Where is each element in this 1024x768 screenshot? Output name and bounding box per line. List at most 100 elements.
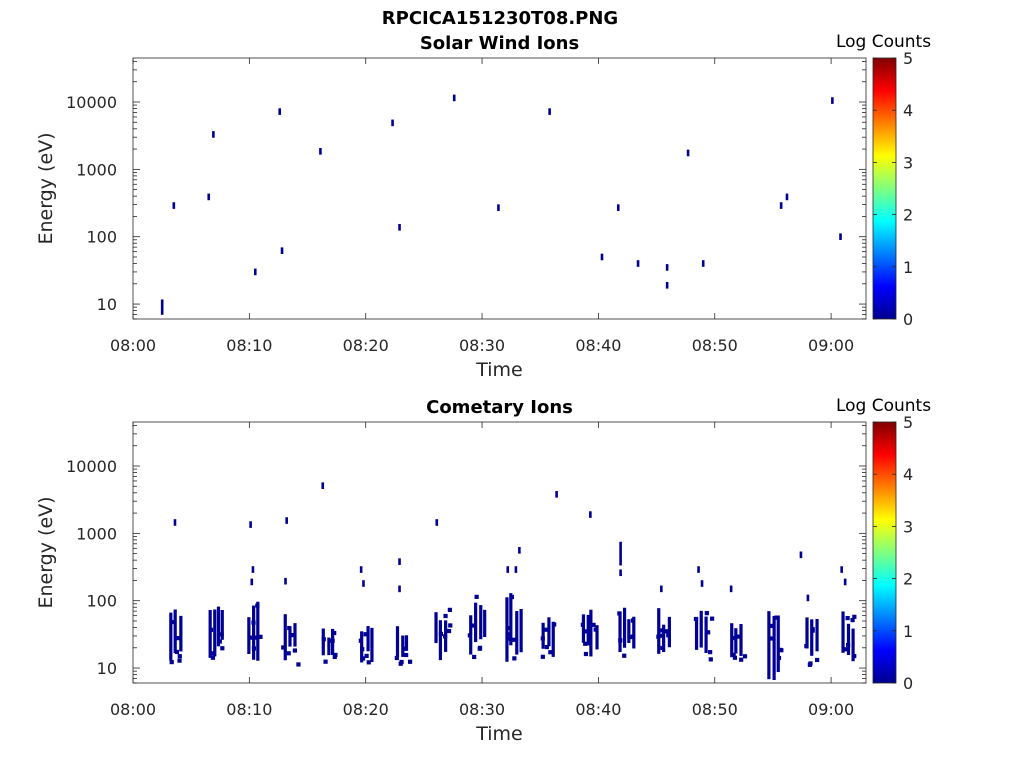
x-tick-label: 08:20 [343, 336, 389, 355]
panel-solar-wind: Solar Wind Ions 08:00 08:10 08:20 08:30 08:40… [35, 32, 931, 381]
colorbar-title: Log Counts [836, 396, 931, 416]
data-cell [540, 636, 545, 641]
data-cluster [208, 606, 225, 660]
data-cell [219, 632, 224, 637]
data-cell [662, 624, 666, 653]
data-cell [509, 594, 514, 600]
y-axis-label: Energy (eV) [35, 132, 57, 244]
data-cell [177, 654, 182, 659]
data-cell [512, 656, 517, 661]
colorbar-tick-label: 1 [903, 258, 913, 277]
data-cell [708, 657, 713, 662]
data-cell [366, 626, 370, 652]
data-cell [810, 628, 815, 633]
x-tick-label: 08:20 [343, 700, 389, 719]
data-cell [370, 627, 374, 663]
data-cell [657, 608, 661, 654]
data-cell [629, 634, 635, 640]
data-cell [841, 611, 845, 653]
data-cluster [434, 607, 453, 661]
x-tick-label: 08:00 [110, 700, 156, 719]
data-cell [808, 661, 813, 666]
colorbar-tick-label: 5 [903, 49, 913, 68]
data-point [840, 566, 843, 573]
data-point [398, 223, 401, 231]
colorbar-tick-label: 2 [903, 206, 913, 225]
data-point [697, 566, 700, 573]
data-cell [358, 638, 363, 643]
data-cell [845, 642, 851, 648]
data-cell [774, 615, 779, 620]
data-point [391, 119, 394, 127]
data-cell [477, 645, 483, 650]
panel-cometary: Cometary Ions 08:00 08:10 08:20 08:30 08:40 08… [35, 396, 931, 745]
data-cell [286, 651, 291, 656]
data-cell [846, 623, 851, 655]
data-point [701, 260, 705, 267]
colorbar-tick-label: 4 [903, 101, 913, 120]
x-axis-label: Time [475, 359, 523, 381]
data-cell [736, 634, 741, 639]
data-cell [256, 601, 260, 661]
panel-title: Solar Wind Ions [420, 33, 579, 54]
data-point [518, 546, 521, 554]
data-cell [734, 628, 738, 654]
data-cell [171, 619, 176, 625]
data-cell [708, 650, 713, 655]
x-tick-label: 08:10 [226, 700, 272, 719]
data-cell [287, 625, 292, 631]
x-tick-label: 08:10 [226, 336, 272, 355]
data-cell [810, 619, 814, 656]
data-cell [580, 622, 585, 627]
data-cell [173, 609, 177, 654]
data-cell [474, 594, 479, 599]
data-cell [216, 606, 221, 647]
data-cell [667, 616, 671, 648]
data-cell [434, 612, 438, 644]
data-point [514, 566, 518, 573]
data-cluster [505, 593, 523, 662]
data-point [548, 108, 551, 115]
data-cell [742, 654, 748, 659]
data-point [284, 577, 287, 585]
data-cell [694, 616, 699, 650]
data-cell [255, 603, 260, 608]
x-tick-label: 08:40 [575, 700, 621, 719]
data-cluster [467, 594, 487, 660]
data-cell [710, 616, 715, 621]
data-cell [169, 612, 173, 661]
data-cell [438, 620, 443, 661]
data-cluster [617, 607, 636, 658]
data-point [839, 233, 842, 241]
data-cell [509, 593, 513, 646]
data-point [806, 594, 810, 602]
data-point [729, 585, 733, 593]
data-point [636, 260, 640, 267]
data-cell [547, 617, 551, 647]
data-cell [321, 628, 325, 656]
colorbar-tick-label: 0 [903, 310, 913, 329]
data-cell [505, 636, 511, 641]
data-cell [175, 636, 181, 641]
data-cell [770, 636, 775, 641]
x-tick-label: 08:30 [459, 336, 505, 355]
data-cell [208, 627, 214, 632]
data-cell [852, 653, 857, 659]
data-cell [551, 621, 555, 657]
data-cell [321, 637, 326, 642]
y-tick-label: 100 [86, 592, 117, 611]
data-cell [583, 651, 589, 657]
plot-area [132, 421, 867, 684]
data-cell [845, 615, 850, 621]
data-point [398, 585, 401, 593]
colorbar-tick-label: 3 [903, 517, 913, 536]
data-cluster [394, 626, 413, 666]
data-point [619, 541, 622, 566]
data-cell [595, 625, 599, 650]
data-cell [360, 656, 366, 661]
data-cell [220, 646, 225, 651]
data-point [362, 580, 365, 587]
data-cell [283, 614, 287, 661]
data-cell [363, 632, 368, 637]
